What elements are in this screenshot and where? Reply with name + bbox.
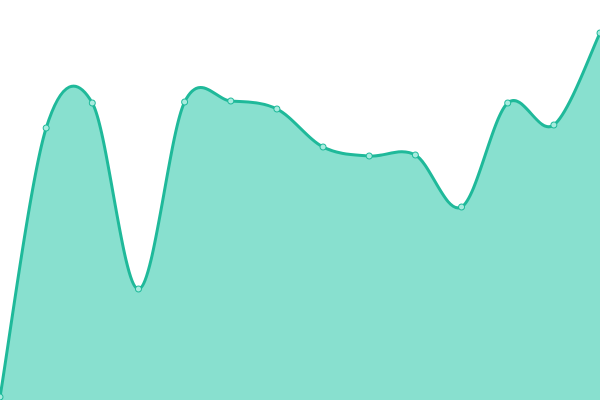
data-point [227, 97, 235, 105]
data-point [273, 105, 281, 113]
data-point [504, 99, 512, 107]
data-point [42, 124, 50, 132]
data-point [596, 29, 600, 37]
data-point [458, 203, 466, 211]
data-point [181, 98, 189, 106]
data-point [0, 393, 4, 400]
data-point [550, 121, 558, 129]
data-point [88, 99, 96, 107]
data-point [319, 143, 327, 151]
area-line [0, 32, 600, 398]
data-point [411, 151, 419, 159]
data-point [134, 285, 142, 293]
data-point [365, 152, 373, 160]
area-fill [0, 33, 600, 400]
